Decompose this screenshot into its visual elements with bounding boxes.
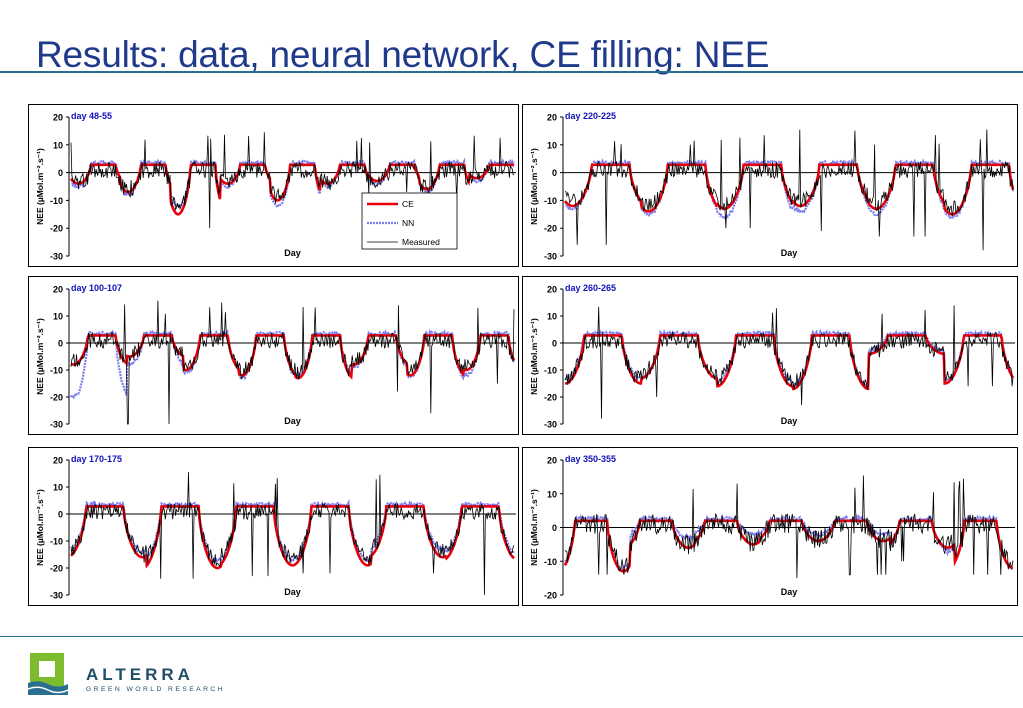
alterra-logo: ALTERRA GREEN WORLD RESEARCH bbox=[28, 653, 248, 698]
y-tick-label: -30 bbox=[50, 591, 63, 601]
alterra-logo-icon bbox=[28, 653, 69, 695]
series-line-nn bbox=[70, 498, 515, 563]
y-tick-label: 20 bbox=[53, 113, 63, 123]
x-axis-label: Day bbox=[284, 248, 301, 258]
y-tick-label: -20 bbox=[50, 393, 63, 403]
panel-title: day 170-175 bbox=[71, 454, 122, 464]
y-tick-label: -10 bbox=[50, 366, 63, 376]
title-rule bbox=[0, 71, 1023, 73]
y-tick-label: -20 bbox=[50, 564, 63, 574]
series-line-ce bbox=[69, 163, 514, 216]
legend-label: CE bbox=[402, 199, 414, 209]
series-line-measured bbox=[70, 300, 515, 425]
y-tick-label: -10 bbox=[544, 196, 557, 206]
chart-panel-day-100-107: 20 10 0 -10 -20 -30 NEE (µMol.m⁻².s⁻¹) Day day 1… bbox=[28, 276, 519, 435]
chart-panel-day-48-55: 20 10 0 -10 -20 -30 NEE (µMol.m⁻².s⁻¹) Day day 4… bbox=[28, 104, 519, 267]
y-tick-label: 0 bbox=[552, 339, 557, 349]
slide-title: Results: data, neural network, CE fillin… bbox=[36, 34, 770, 75]
y-axis-label: NEE (µMol.m⁻².s⁻¹) bbox=[529, 318, 539, 395]
y-tick-label: 20 bbox=[53, 456, 63, 466]
chart-legend: CE NN Measured bbox=[361, 192, 458, 250]
y-tick-label: -10 bbox=[50, 537, 63, 547]
y-axis-label: NEE (µMol.m⁻².s⁻¹) bbox=[35, 489, 45, 566]
y-tick-label: 10 bbox=[547, 140, 557, 150]
series-line-ce bbox=[564, 334, 1015, 391]
y-tick-label: 0 bbox=[552, 523, 557, 533]
series-line-measured bbox=[564, 475, 1014, 579]
y-tick-label: 20 bbox=[53, 285, 63, 295]
y-tick-label: 0 bbox=[552, 168, 557, 178]
x-axis-label: Day bbox=[284, 587, 301, 597]
y-tick-label: -30 bbox=[50, 252, 63, 262]
panel-title: day 48-55 bbox=[71, 111, 112, 121]
y-tick-label: 0 bbox=[58, 168, 63, 178]
chart-panel-day-350-355: 20 10 0 -10 -20 NEE (µMol.m⁻².s⁻¹) Day day 350-… bbox=[522, 447, 1018, 606]
x-axis-label: Day bbox=[781, 248, 798, 258]
y-tick-label: 20 bbox=[547, 285, 557, 295]
series-line-ce bbox=[70, 505, 515, 570]
y-tick-label: -20 bbox=[544, 393, 557, 403]
y-tick-label: 20 bbox=[547, 456, 557, 466]
y-tick-label: -20 bbox=[544, 224, 557, 234]
chart-svg: 20 10 0 -10 -20 -30 NEE (µMol.m⁻².s⁻¹) Day day 1… bbox=[35, 283, 516, 430]
legend-label: NN bbox=[402, 218, 414, 228]
series-line-measured bbox=[70, 472, 515, 596]
panel-title: day 100-107 bbox=[71, 283, 122, 293]
y-tick-label: -30 bbox=[544, 252, 557, 262]
y-tick-label: 10 bbox=[547, 312, 557, 322]
chart-svg: 20 10 0 -10 -20 NEE (µMol.m⁻².s⁻¹) Day day 350-… bbox=[529, 454, 1015, 601]
footer-rule bbox=[0, 636, 1023, 637]
chart-svg: 20 10 0 -10 -20 -30 NEE (µMol.m⁻².s⁻¹) Day day 1… bbox=[35, 454, 516, 601]
legend-label: Measured bbox=[402, 237, 440, 247]
panel-title: day 350-355 bbox=[565, 454, 616, 464]
y-axis-label: NEE (µMol.m⁻².s⁻¹) bbox=[35, 318, 45, 395]
y-tick-label: -20 bbox=[544, 591, 557, 601]
y-tick-label: 10 bbox=[53, 483, 63, 493]
chart-panel-day-260-265: 20 10 0 -10 -20 -30 NEE (µMol.m⁻².s⁻¹) Day day 2… bbox=[522, 276, 1018, 435]
x-axis-label: Day bbox=[781, 587, 798, 597]
x-axis-label: Day bbox=[284, 416, 301, 426]
y-tick-label: -10 bbox=[544, 366, 557, 376]
series-line-measured bbox=[564, 305, 1014, 419]
logo-name: ALTERRA bbox=[86, 665, 194, 684]
y-axis-label: NEE (µMol.m⁻².s⁻¹) bbox=[529, 148, 539, 225]
logo-tagline: GREEN WORLD RESEARCH bbox=[86, 686, 226, 693]
y-tick-label: -30 bbox=[50, 420, 63, 430]
y-tick-label: -30 bbox=[544, 420, 557, 430]
y-tick-label: 0 bbox=[58, 510, 63, 520]
panel-title: day 260-265 bbox=[565, 283, 616, 293]
chart-panel-day-170-175: 20 10 0 -10 -20 -30 NEE (µMol.m⁻².s⁻¹) Day day 1… bbox=[28, 447, 519, 606]
y-tick-label: -10 bbox=[544, 557, 557, 567]
y-tick-label: 10 bbox=[547, 489, 557, 499]
y-tick-label: -10 bbox=[50, 196, 63, 206]
panel-title: day 220-225 bbox=[565, 111, 616, 121]
chart-panel-day-220-225: 20 10 0 -10 -20 -30 NEE (µMol.m⁻².s⁻¹) Day day 2… bbox=[522, 104, 1018, 267]
y-axis-label: NEE (µMol.m⁻².s⁻¹) bbox=[35, 148, 45, 225]
chart-svg: 20 10 0 -10 -20 -30 NEE (µMol.m⁻².s⁻¹) Day day 2… bbox=[529, 111, 1015, 262]
legend-box bbox=[361, 192, 458, 250]
y-tick-label: 0 bbox=[58, 339, 63, 349]
y-tick-label: -20 bbox=[50, 224, 63, 234]
chart-svg: 20 10 0 -10 -20 -30 NEE (µMol.m⁻².s⁻¹) Day day 4… bbox=[35, 111, 516, 262]
y-axis-label: NEE (µMol.m⁻².s⁻¹) bbox=[529, 489, 539, 566]
y-tick-label: 10 bbox=[53, 140, 63, 150]
y-tick-label: 20 bbox=[547, 113, 557, 123]
y-tick-label: 10 bbox=[53, 312, 63, 322]
series-line-measured bbox=[564, 129, 1014, 251]
chart-svg: 20 10 0 -10 -20 -30 NEE (µMol.m⁻².s⁻¹) Day day 2… bbox=[529, 283, 1015, 430]
x-axis-label: Day bbox=[781, 416, 798, 426]
series-line-measured bbox=[70, 132, 515, 229]
